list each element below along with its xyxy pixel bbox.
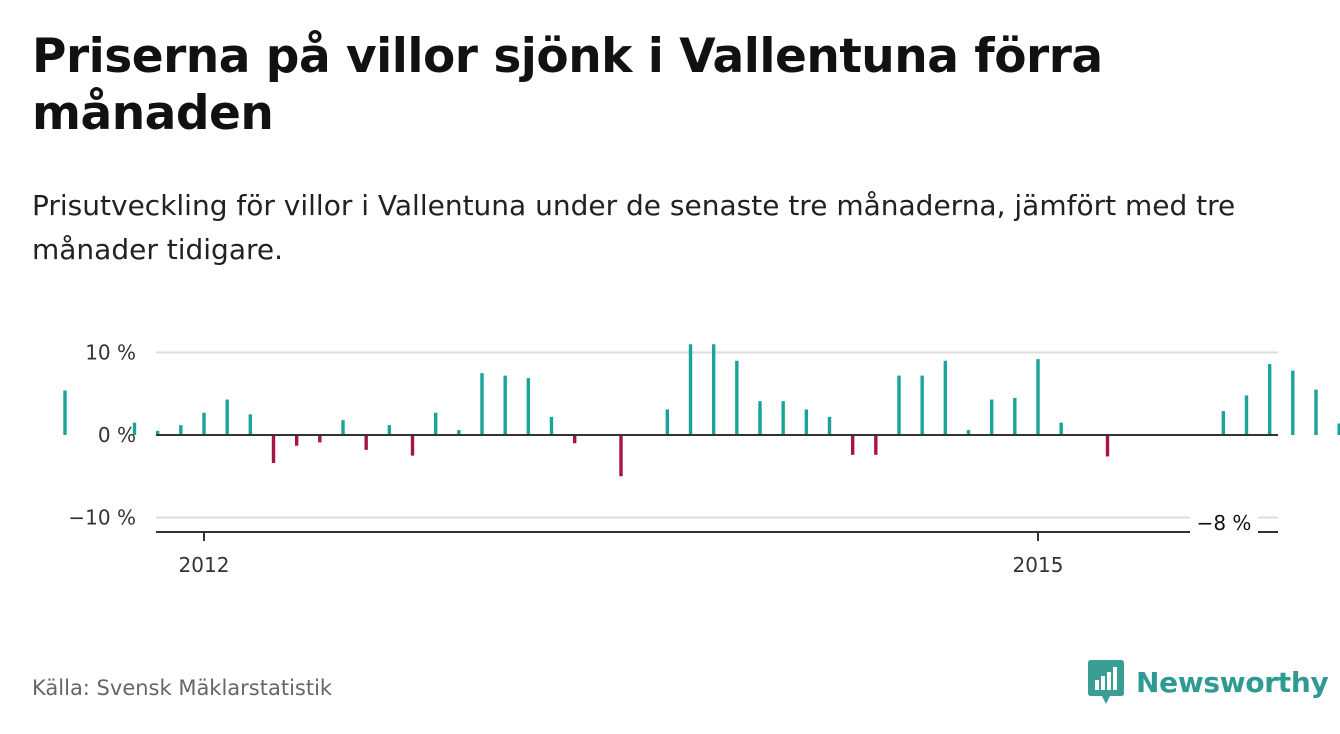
x-tick-label: 2015 <box>1013 553 1064 577</box>
end-label-background <box>1190 508 1258 536</box>
y-tick-label: 10 % <box>85 341 136 365</box>
bar <box>341 420 345 435</box>
bar-chart-logo-icon <box>1088 660 1124 704</box>
bar <box>526 378 531 435</box>
y-tick-label: 0 % <box>98 423 136 447</box>
bar <box>665 409 670 435</box>
chart-subtitle: Prisutveckling för villor i Vallentuna u… <box>32 189 1236 266</box>
bar <box>318 435 322 443</box>
bar <box>294 435 299 446</box>
bar <box>827 416 832 435</box>
bar <box>387 425 392 435</box>
bar <box>179 425 183 435</box>
brand-name: Newsworthy <box>1136 665 1329 699</box>
bar <box>1105 435 1110 457</box>
bar <box>850 435 855 455</box>
bar <box>966 430 971 435</box>
bar <box>758 401 762 435</box>
bar <box>457 430 461 435</box>
chart-title: Priserna på villor sjönk i Vallentuna fö… <box>32 29 1103 141</box>
bar <box>480 373 484 436</box>
bar <box>1267 364 1272 435</box>
bar <box>1013 397 1017 436</box>
bar <box>1291 370 1295 435</box>
bar <box>781 401 785 435</box>
bar <box>897 375 901 435</box>
bar <box>1036 359 1040 435</box>
bars <box>63 344 1340 477</box>
bar <box>989 399 994 435</box>
axis-labels: 10 %0 %−10 %20122015201820212023−8 % <box>68 341 1258 577</box>
bar <box>1221 411 1226 435</box>
bar <box>1059 422 1063 436</box>
x-tick-label: 2012 <box>179 553 230 577</box>
bar <box>1244 395 1249 435</box>
grid-lines <box>156 351 1278 519</box>
end-value-label: −8 % <box>1197 511 1252 535</box>
bar <box>503 375 507 435</box>
bar <box>225 399 229 435</box>
bar <box>920 375 924 435</box>
bar <box>711 344 716 435</box>
bar <box>572 435 577 444</box>
bar <box>943 360 948 435</box>
bar <box>132 422 137 436</box>
bar <box>155 430 160 436</box>
bar <box>688 344 693 435</box>
source-note: Källa: Svensk Mäklarstatistik <box>32 676 333 700</box>
bar <box>248 414 253 436</box>
bar <box>410 435 415 456</box>
bar <box>63 390 67 435</box>
bar <box>1337 423 1340 435</box>
bar <box>364 435 368 450</box>
newsworthy-logo: Newsworthy <box>1088 660 1329 704</box>
bar <box>202 412 206 435</box>
bar <box>619 435 623 477</box>
bar <box>1314 389 1318 436</box>
y-tick-label: −10 % <box>68 506 136 530</box>
bar <box>271 435 276 464</box>
bar <box>549 416 554 435</box>
bar-chart: 10 %0 %−10 %20122015201820212023−8 % <box>63 341 1340 577</box>
bar <box>735 360 739 435</box>
bar <box>874 435 878 455</box>
bar <box>804 409 809 435</box>
bar <box>433 412 438 435</box>
axes <box>156 434 1278 541</box>
